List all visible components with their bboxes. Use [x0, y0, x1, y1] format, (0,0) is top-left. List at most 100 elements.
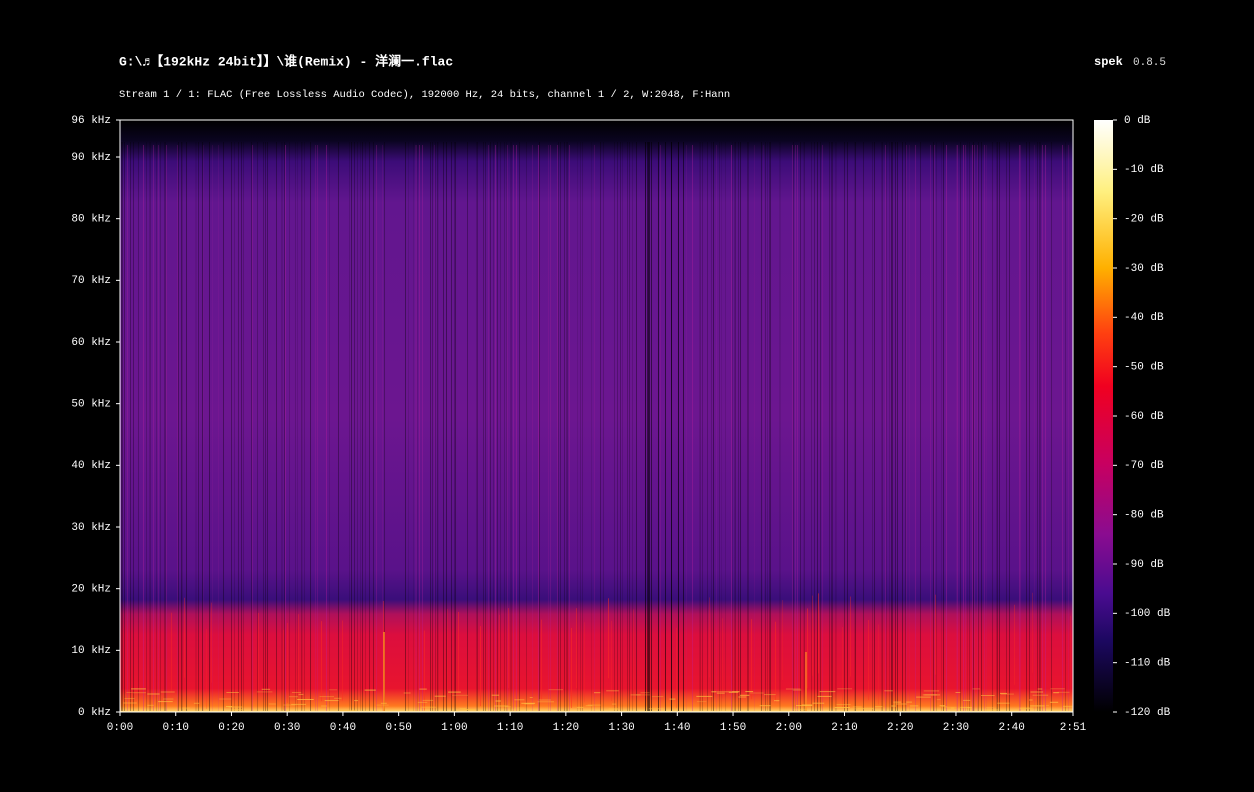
app-name: spek	[1094, 55, 1123, 69]
stripe	[1032, 694, 1049, 696]
stripe	[751, 619, 752, 700]
stripe	[310, 142, 311, 711]
stripe	[594, 692, 601, 694]
stripe	[298, 693, 304, 695]
stripe	[817, 695, 832, 697]
stripe	[124, 142, 125, 711]
stripe	[627, 142, 628, 711]
stripe	[1014, 604, 1015, 685]
stripe	[967, 707, 972, 709]
time-label: 2:40	[998, 722, 1024, 734]
stripe	[748, 142, 749, 711]
stripe	[1050, 688, 1065, 690]
level-label: -60 dB	[1124, 411, 1164, 423]
stripe	[421, 706, 436, 708]
stripe	[709, 597, 710, 678]
stripe	[934, 145, 935, 711]
time-label: 1:00	[441, 722, 467, 734]
stripe	[511, 142, 512, 711]
stripe	[493, 142, 494, 711]
stripe	[837, 688, 853, 690]
stripe	[857, 707, 874, 709]
stripe	[1070, 615, 1071, 696]
stripe	[408, 142, 409, 711]
stripe	[166, 145, 167, 711]
stripe	[267, 142, 268, 711]
stripe	[902, 142, 903, 711]
stripe	[558, 142, 559, 711]
stripe	[577, 142, 578, 711]
stripe	[126, 692, 133, 693]
stripe	[434, 695, 446, 697]
stripe	[622, 142, 623, 711]
stripe	[603, 142, 604, 711]
stripe	[354, 142, 355, 711]
stripe	[895, 142, 896, 711]
stripe	[1068, 145, 1069, 711]
stripe	[256, 691, 273, 693]
time-label: 0:20	[218, 722, 244, 734]
stripe	[459, 708, 466, 709]
stripe	[171, 612, 172, 693]
stripe	[943, 142, 944, 711]
stripe	[297, 142, 298, 711]
time-label: 0:00	[107, 722, 133, 734]
stripe	[906, 145, 907, 711]
stripe	[1040, 142, 1041, 711]
stripe	[1039, 142, 1040, 711]
stripe	[413, 142, 414, 711]
stripe	[218, 145, 219, 711]
stripe	[893, 701, 902, 703]
stripe	[567, 142, 568, 711]
stripe	[437, 142, 438, 711]
stripe	[150, 142, 151, 711]
stripe	[424, 630, 425, 711]
stripe	[807, 608, 808, 689]
stripe	[735, 142, 736, 711]
stripe	[268, 703, 276, 705]
stripe	[571, 627, 572, 708]
stripe	[671, 142, 672, 711]
stripe	[955, 692, 961, 693]
stripe	[156, 142, 157, 711]
stripe	[978, 142, 979, 711]
stripe	[383, 632, 385, 711]
stripe	[974, 145, 975, 711]
stripe	[143, 145, 144, 711]
stripe	[182, 142, 183, 711]
stripe	[611, 620, 612, 701]
stripe	[946, 145, 947, 711]
stripe	[354, 700, 359, 702]
stripe	[1019, 707, 1033, 709]
stripe	[238, 142, 239, 711]
stripe	[950, 707, 955, 709]
stripe	[1032, 592, 1033, 673]
axes: 96 kHz 90 kHz 80 kHz 70 kHz 60 kHz 50 kHz 40 k…	[71, 115, 1170, 734]
stripe	[497, 142, 498, 711]
stripe	[732, 142, 733, 711]
stripe	[936, 142, 937, 711]
stripe	[632, 142, 633, 711]
stripe	[804, 142, 805, 711]
stripe	[997, 142, 998, 711]
stripe	[889, 142, 890, 711]
stripe	[504, 142, 505, 711]
frequency-label: 96 kHz	[71, 115, 111, 127]
stripe	[878, 624, 879, 705]
stripe	[373, 142, 374, 711]
stripe	[304, 142, 305, 711]
stripe	[759, 705, 771, 707]
stripe	[203, 145, 204, 711]
stripe	[594, 145, 595, 711]
stripe	[338, 142, 339, 711]
stripe	[731, 145, 732, 711]
stripe	[121, 142, 122, 711]
stripe	[941, 706, 948, 708]
stripe	[541, 619, 542, 700]
stripe	[1065, 142, 1066, 711]
stripe	[495, 145, 496, 711]
stripe	[557, 145, 558, 711]
stripe	[640, 692, 650, 694]
stripe	[160, 142, 161, 711]
stripe	[195, 142, 196, 711]
